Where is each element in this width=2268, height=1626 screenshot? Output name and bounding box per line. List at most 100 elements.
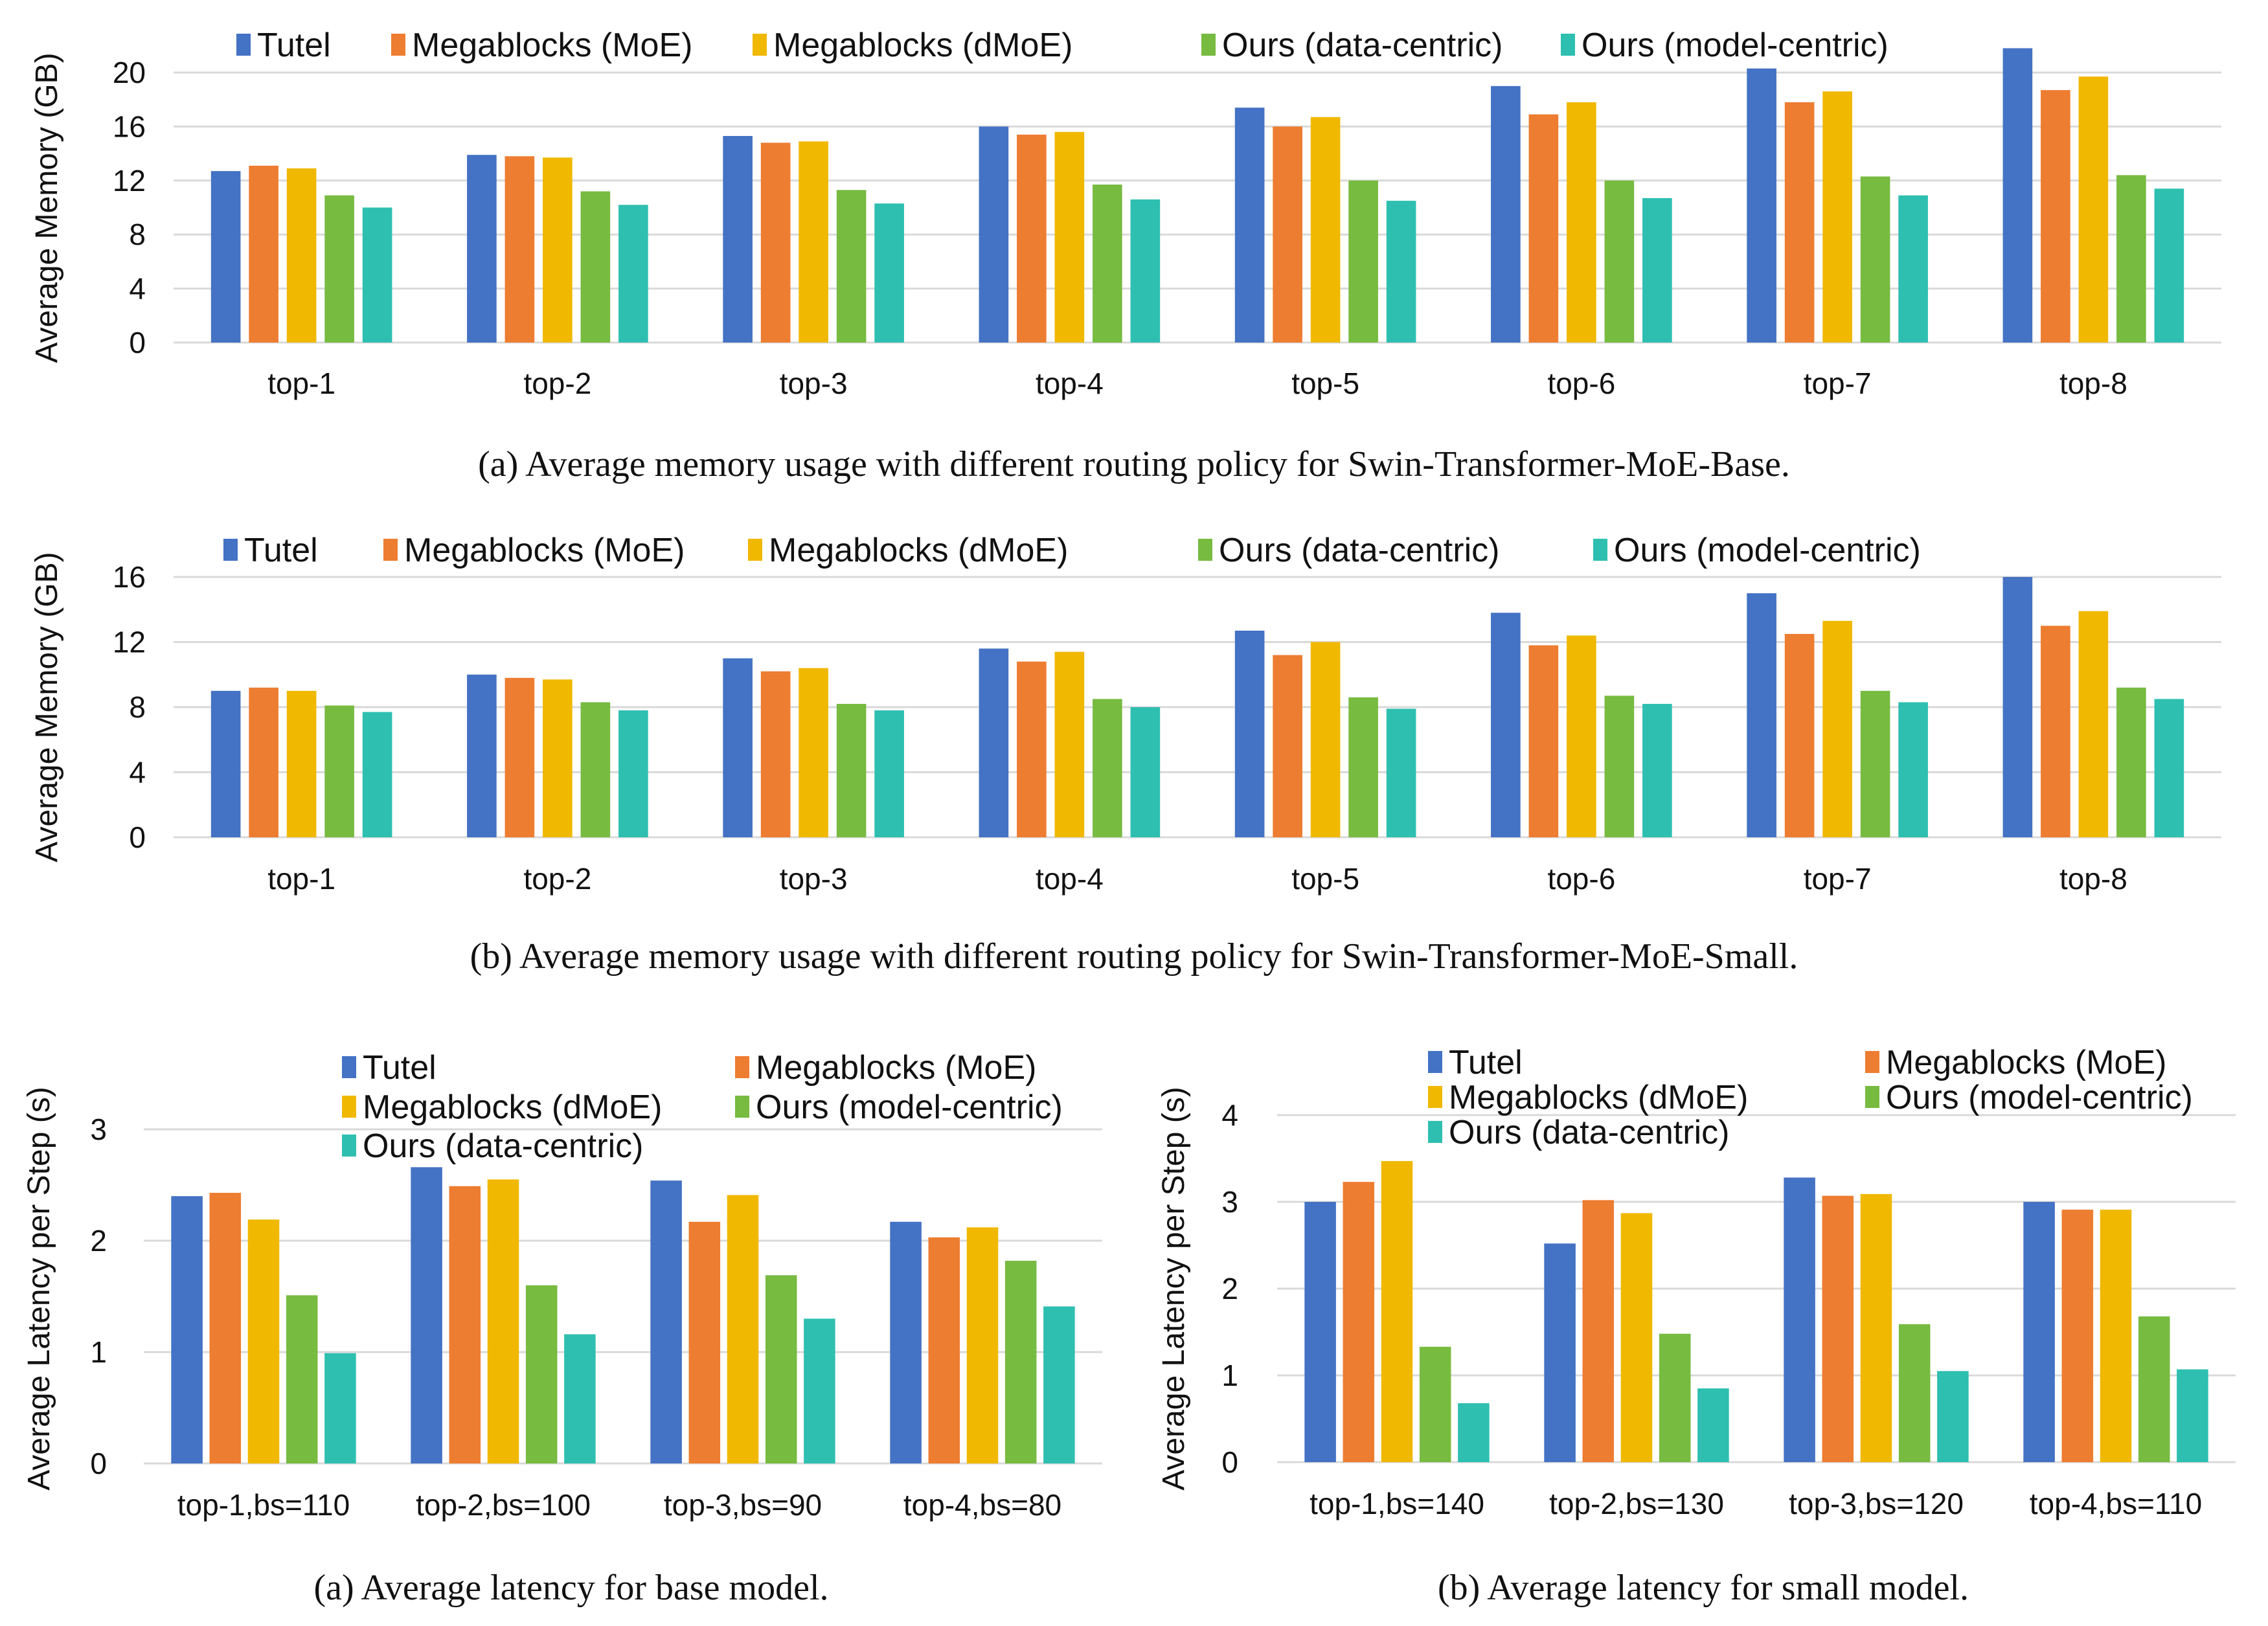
bar-megablocks-moe-top-1 <box>249 687 278 837</box>
bar-megablocks-moe-top-2 <box>505 156 535 343</box>
legend-item: Megablocks (MoE) <box>391 27 692 64</box>
bar-ours-model-centric-top-8 <box>2154 188 2184 343</box>
bar-tutel-top-1 <box>210 690 241 837</box>
y-tick-label: 1 <box>90 1335 107 1369</box>
x-tick-label: top-7 <box>1804 367 1872 400</box>
bar-tutel-top-8 <box>2002 577 2033 837</box>
bar-ours-model-centric-top-1 <box>362 207 392 343</box>
legend-label: Tutel <box>363 1049 437 1087</box>
bar-megablocks-moe-top-3-bs-90 <box>688 1221 721 1463</box>
x-tick-label: top-1,bs=110 <box>177 1488 350 1522</box>
legend-item: Tutel <box>342 1049 437 1087</box>
bar-megablocks-moe-top-7 <box>1784 102 1815 343</box>
legend-swatch <box>1428 1051 1442 1073</box>
bar-tutel-top-3 <box>723 658 753 837</box>
x-tick-label: top-3,bs=120 <box>1789 1487 1964 1520</box>
bar-ours-data-centric-top-4 <box>1093 699 1122 837</box>
x-tick-label: top-7 <box>1804 862 1872 896</box>
y-tick-label: 12 <box>113 164 146 198</box>
legend-swatch <box>1428 1086 1442 1108</box>
legend-swatch <box>342 1096 356 1118</box>
legend-label: Ours (model-centric) <box>1614 532 1921 569</box>
bar-ours-data-centric-top-2 <box>580 702 611 837</box>
bar-ours-model-centric-top-7 <box>1898 195 1928 343</box>
bar-ours-model-centric-top-4 <box>1130 199 1161 343</box>
bar-megablocks-dmoe-top-8 <box>2078 611 2109 837</box>
y-tick-label: 3 <box>90 1112 107 1146</box>
bar-megablocks-dmoe-top-3 <box>799 668 828 837</box>
legend-label: Megablocks (MoE) <box>756 1049 1036 1087</box>
x-tick-label: top-4,bs=110 <box>2030 1487 2202 1520</box>
bar-tutel-top-4-bs-110 <box>2023 1202 2055 1462</box>
legend-label: Ours (data-centric) <box>363 1127 643 1165</box>
bar-megablocks-dmoe-top-6 <box>1567 102 1596 343</box>
bar-megablocks-moe-top-7 <box>1784 633 1815 837</box>
bar-megablocks-moe-top-1-bs-140 <box>1343 1182 1375 1462</box>
bar-ours-data-centric-top-4-bs-80 <box>1043 1306 1075 1463</box>
bar-megablocks-moe-top-3-bs-120 <box>1822 1195 1854 1462</box>
bar-megablocks-dmoe-top-4-bs-80 <box>966 1227 999 1463</box>
bar-ours-model-centric-top-3 <box>874 203 904 343</box>
legend-label: Ours (data-centric) <box>1449 1114 1729 1151</box>
bar-ours-data-centric-top-4 <box>1093 185 1122 343</box>
bar-megablocks-dmoe-top-2 <box>543 157 573 343</box>
y-tick-label: 4 <box>1221 1098 1238 1132</box>
bar-megablocks-moe-top-2-bs-130 <box>1582 1200 1615 1462</box>
legend-item: Megablocks (dMoE) <box>342 1089 662 1126</box>
bar-tutel-top-2-bs-130 <box>1544 1243 1576 1462</box>
legend-swatch <box>1198 539 1212 561</box>
bar-megablocks-moe-top-1-bs-110 <box>209 1193 242 1463</box>
bar-ours-model-centric-top-8 <box>2154 699 2184 837</box>
bar-tutel-top-4 <box>979 648 1009 837</box>
legend-item: Ours (model-centric) <box>735 1089 1063 1126</box>
bar-ours-data-centric-top-5 <box>1348 697 1378 837</box>
bar-ours-model-centric-top-5 <box>1386 201 1416 343</box>
x-tick-label: top-2,bs=100 <box>416 1488 591 1522</box>
legend-label: Ours (data-centric) <box>1219 532 1499 569</box>
legend-item: Ours (model-centric) <box>1561 27 1888 64</box>
legend-swatch <box>1593 539 1607 561</box>
x-tick-label: top-4 <box>1036 367 1104 400</box>
bar-megablocks-moe-top-2-bs-100 <box>449 1186 481 1463</box>
x-tick-label: top-6 <box>1547 367 1615 400</box>
bar-tutel-top-1 <box>210 171 241 343</box>
legend-item: Ours (model-centric) <box>1593 532 1921 569</box>
bar-ours-data-centric-top-3 <box>836 190 867 343</box>
bar-ours-model-centric-top-6 <box>1642 198 1672 343</box>
bar-megablocks-dmoe-top-1-bs-110 <box>247 1219 280 1463</box>
y-tick-label: 4 <box>129 272 146 306</box>
legend-swatch <box>342 1135 356 1157</box>
legend-label: Tutel <box>1449 1044 1523 1081</box>
y-tick-label: 2 <box>1221 1272 1238 1305</box>
y-tick-label: 0 <box>90 1447 107 1480</box>
bar-ours-data-centric-top-7 <box>1860 690 1890 837</box>
bar-megablocks-moe-top-2 <box>505 677 535 837</box>
legend-item: Ours (data-centric) <box>1428 1114 1729 1151</box>
bar-megablocks-dmoe-top-4 <box>1054 131 1085 343</box>
legend-label: Megablocks (dMoE) <box>773 27 1072 64</box>
y-tick-label: 20 <box>113 56 146 89</box>
bar-megablocks-dmoe-top-5 <box>1310 642 1341 837</box>
legend-item: Megablocks (MoE) <box>735 1049 1036 1087</box>
bar-ours-model-centric-top-4 <box>1130 707 1161 837</box>
bar-megablocks-dmoe-top-1 <box>286 690 317 837</box>
x-tick-label: top-2 <box>523 367 591 400</box>
bar-ours-data-centric-top-8 <box>2116 687 2146 837</box>
x-tick-label: top-5 <box>1291 862 1359 896</box>
bar-ours-data-centric-top-3-bs-90 <box>804 1318 835 1463</box>
legend-swatch <box>1865 1051 1879 1073</box>
legend-item: Tutel <box>223 532 318 569</box>
bar-ours-data-centric-top-1 <box>324 705 354 837</box>
x-tick-label: top-8 <box>2059 862 2127 896</box>
bar-megablocks-moe-top-5 <box>1273 655 1302 837</box>
bar-tutel-top-5 <box>1234 107 1265 343</box>
bar-tutel-top-1-bs-110 <box>171 1196 203 1463</box>
bar-ours-data-centric-top-1-bs-140 <box>1458 1403 1490 1462</box>
bar-megablocks-dmoe-top-1-bs-140 <box>1381 1161 1413 1462</box>
bar-megablocks-dmoe-top-2-bs-130 <box>1620 1213 1653 1462</box>
bar-ours-model-centric-top-2 <box>618 710 648 837</box>
legend-label: Tutel <box>244 532 318 569</box>
legend-item: Megablocks (MoE) <box>383 532 685 569</box>
x-tick-label: top-1 <box>267 367 335 400</box>
